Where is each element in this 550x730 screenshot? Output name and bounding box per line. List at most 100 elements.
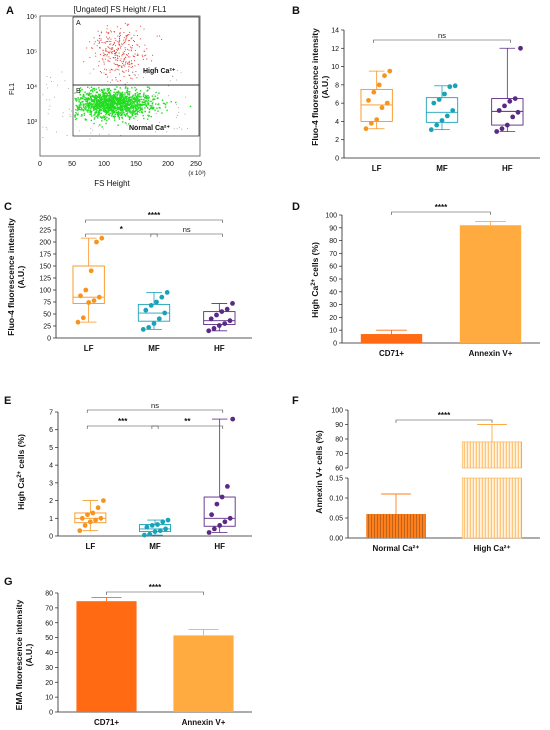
plotC-ytick-label: 75: [43, 300, 51, 307]
normal-event-dot: [103, 100, 105, 102]
normal-event-dot: [136, 108, 138, 111]
plotG-sig-bracket: [106, 591, 204, 595]
normal-event-dot: [91, 99, 94, 101]
normal-event-dot: [121, 98, 124, 100]
plotC-point: [143, 307, 149, 313]
normal-event-dot: [105, 107, 107, 110]
background-event-dot: [121, 93, 123, 95]
normal-event-dot: [116, 91, 118, 93]
normal-event-dot: [104, 109, 106, 111]
high-event-dot: [105, 41, 107, 43]
normal-event-dot: [113, 110, 115, 112]
background-event-dot: [110, 100, 111, 101]
high-event-dot: [89, 41, 91, 43]
normal-event-dot: [150, 105, 152, 107]
background-event-dot: [92, 129, 94, 131]
high-event-dot: [104, 74, 106, 75]
high-event-dot: [123, 53, 125, 55]
normal-event-dot: [114, 107, 116, 109]
background-event-dot: [61, 71, 63, 73]
normal-event-dot: [83, 106, 85, 108]
normal-event-dot: [113, 108, 115, 110]
normal-event-dot: [102, 108, 105, 111]
normal-event-dot: [130, 96, 132, 98]
background-event-dot: [181, 128, 183, 130]
plotB-sig-label: ns: [438, 31, 446, 40]
normal-event-dot: [106, 88, 108, 90]
normal-event-dot: [103, 104, 106, 107]
background-event-dot: [117, 94, 119, 95]
normal-event-dot: [127, 98, 130, 100]
normal-event-dot: [94, 109, 96, 111]
high-event-dot: [115, 57, 116, 59]
normal-event-dot: [101, 91, 104, 93]
normal-event-dot: [99, 106, 101, 108]
high-event-dot: [108, 40, 110, 42]
normal-event-dot: [117, 114, 120, 116]
normal-event-dot: [123, 113, 126, 116]
background-event-dot: [89, 87, 90, 89]
normal-event-dot: [117, 110, 120, 113]
normal-event-dot: [143, 92, 145, 94]
high-event-dot: [118, 43, 120, 45]
normal-event-dot: [94, 116, 96, 119]
normal-event-dot: [121, 93, 124, 95]
normal-event-dot: [126, 87, 129, 89]
normal-event-dot: [114, 98, 117, 101]
normal-event-dot: [148, 87, 151, 90]
high-event-dot: [120, 47, 121, 49]
normal-event-dot: [102, 105, 104, 107]
background-event-dot: [99, 133, 100, 135]
normal-event-dot: [131, 106, 134, 109]
normal-event-dot: [147, 107, 149, 109]
normal-event-dot: [95, 104, 97, 106]
normal-event-dot: [95, 96, 97, 99]
normal-event-dot: [115, 97, 117, 99]
high-event-dot: [110, 43, 112, 45]
high-event-dot: [115, 40, 117, 42]
normal-event-dot: [135, 88, 138, 90]
normal-event-dot: [130, 98, 133, 100]
high-event-dot: [114, 37, 116, 39]
high-event-dot: [99, 41, 100, 43]
normal-event-dot: [87, 111, 89, 113]
background-event-dot: [132, 128, 134, 130]
normal-event-dot: [149, 105, 151, 107]
normal-event-dot: [134, 97, 136, 100]
normal-event-dot: [98, 108, 101, 110]
normal-event-dot: [102, 94, 104, 96]
normal-event-dot: [113, 88, 116, 91]
normal-event-dot: [122, 95, 124, 97]
plotB-point: [366, 98, 371, 103]
normal-event-dot: [117, 115, 119, 117]
normal-event-dot: [84, 105, 87, 107]
background-event-dot: [128, 94, 130, 96]
normal-event-dot: [147, 102, 150, 105]
a-xtick-3: 150: [130, 161, 142, 168]
high-event-dot: [107, 38, 109, 40]
high-event-dot: [143, 28, 145, 30]
normal-event-dot: [136, 99, 139, 102]
normal-event-dot: [84, 107, 86, 109]
normal-event-dot: [129, 116, 131, 118]
background-event-dot: [79, 130, 81, 132]
high-event-dot: [99, 54, 101, 55]
plotE-point: [217, 523, 223, 528]
d-ylabel: High Ca2+ cells (%): [310, 242, 320, 318]
high-event-dot: [133, 55, 135, 57]
normal-event-dot: [134, 98, 137, 101]
normal-event-dot: [116, 113, 118, 115]
plotE-point: [77, 528, 83, 534]
plotD-sig-bracket: [391, 211, 491, 215]
normal-event-dot: [151, 108, 154, 110]
background-event-dot: [42, 126, 44, 128]
normal-event-dot: [85, 98, 88, 100]
high-event-dot: [99, 35, 100, 37]
high-event-dot: [128, 62, 130, 64]
normal-event-dot: [107, 110, 109, 112]
normal-event-dot: [109, 96, 112, 98]
plotC-point: [94, 239, 99, 245]
high-event-dot: [161, 39, 163, 40]
normal-event-dot: [117, 106, 119, 108]
